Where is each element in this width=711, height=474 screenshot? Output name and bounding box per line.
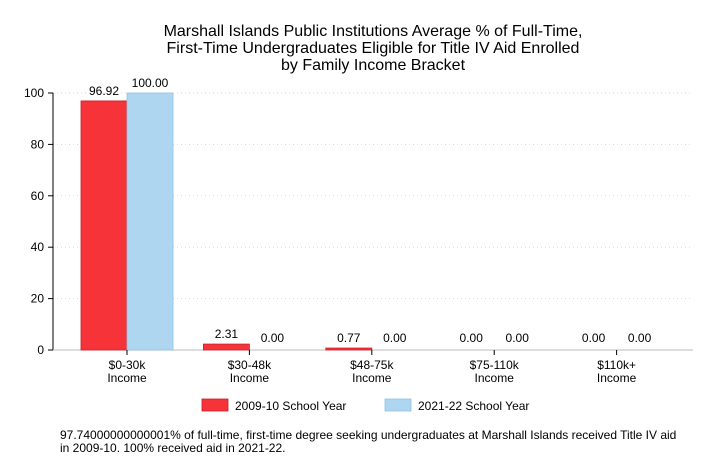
bar-value-label: 0.00 <box>261 331 285 345</box>
bars: 96.92 100.00 2.31 0.00 0.77 0.00 0.00 0.00 0.00 0… <box>80 76 652 351</box>
chart-caption: 97.74000000000001% of full-time, first-t… <box>60 428 677 455</box>
bar-value-label: 0.00 <box>628 331 652 345</box>
x-tick-label: $48-75k <box>350 358 394 372</box>
bar-value-label: 0.00 <box>383 331 407 345</box>
x-tick-label: Income <box>230 371 270 385</box>
bar-chart: Marshall Islands Public Institutions Ave… <box>24 23 693 413</box>
bar <box>325 347 373 351</box>
bar <box>126 92 174 351</box>
y-tick-label: 80 <box>31 137 45 151</box>
bar-value-label: 0.00 <box>460 331 484 345</box>
x-tick-label: Income <box>352 371 392 385</box>
bar-value-label: 2.31 <box>215 327 239 341</box>
x-tick-label: $110k+ <box>597 358 636 372</box>
x-tick-label: Income <box>475 371 515 385</box>
legend-swatch <box>201 398 229 412</box>
x-tick-label: $0-30k <box>109 358 147 372</box>
y-tick-label: 60 <box>31 189 45 203</box>
bar <box>80 100 128 351</box>
bar-value-label: 0.00 <box>582 331 606 345</box>
bar-value-label: 100.00 <box>132 76 169 90</box>
legend: 2009-10 School Year 2021-22 School Year <box>201 398 529 413</box>
bar-value-label: 0.00 <box>506 331 530 345</box>
y-tick-label: 40 <box>31 240 45 254</box>
legend-swatch <box>384 398 412 412</box>
y-tick-label: 100 <box>24 86 44 100</box>
legend-label: 2009-10 School Year <box>235 399 346 413</box>
gridlines <box>53 92 693 300</box>
legend-label: 2021-22 School Year <box>418 399 529 413</box>
x-tick-label: $75-110k <box>470 358 520 372</box>
y-tick-label: 20 <box>31 292 45 306</box>
title-line: Marshall Islands Public Institutions Ave… <box>164 23 583 40</box>
title-line: by Family Income Bracket <box>281 57 466 74</box>
chart-title: Marshall Islands Public Institutions Ave… <box>164 23 583 74</box>
x-axis-labels: $0-30kIncome$30-48kIncome$48-75kIncome$7… <box>107 350 637 385</box>
bar-value-label: 96.92 <box>89 84 119 98</box>
bar <box>202 343 250 351</box>
x-tick-label: $30-48k <box>228 358 272 372</box>
x-tick-label: Income <box>597 371 637 385</box>
y-tick-label: 0 <box>37 343 44 357</box>
x-tick-label: Income <box>107 371 147 385</box>
bar-value-label: 0.77 <box>337 331 361 345</box>
title-line: First-Time Undergraduates Eligible for T… <box>167 40 580 57</box>
